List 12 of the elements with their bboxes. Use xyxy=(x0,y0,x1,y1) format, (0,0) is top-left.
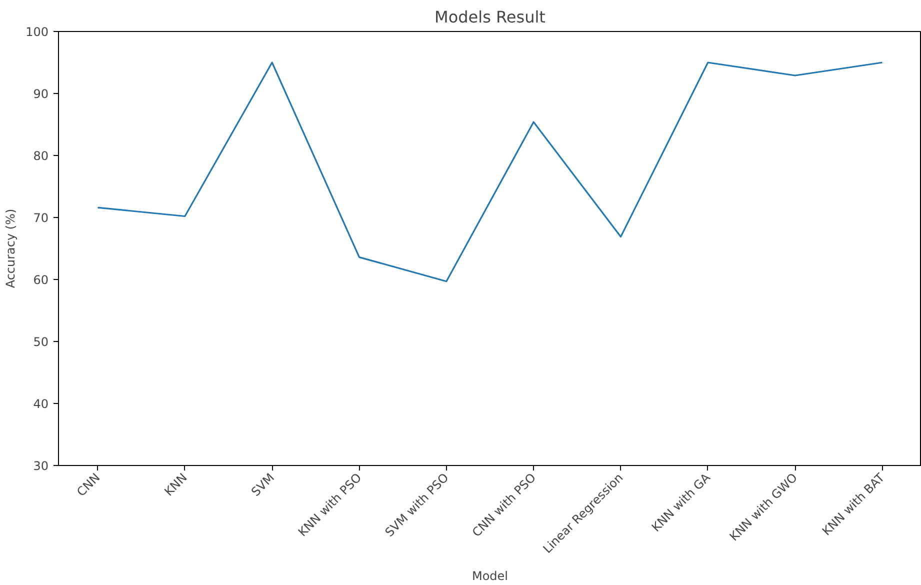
y-tick-label: 60 xyxy=(33,273,49,287)
y-tick-label: 30 xyxy=(33,459,49,473)
y-tick-label: 100 xyxy=(26,25,48,39)
chart-title: Models Result xyxy=(434,8,546,26)
line-series xyxy=(96,62,884,282)
y-tick-label: 70 xyxy=(33,211,49,225)
y-tick-label: 80 xyxy=(33,149,49,163)
y-tick-label: 50 xyxy=(33,335,49,349)
y-tick-label: 40 xyxy=(33,397,49,411)
y-tick-label: 90 xyxy=(33,87,49,101)
y-axis-title: Accuracy (%) xyxy=(4,208,18,288)
x-axis-title: Model xyxy=(472,568,508,583)
